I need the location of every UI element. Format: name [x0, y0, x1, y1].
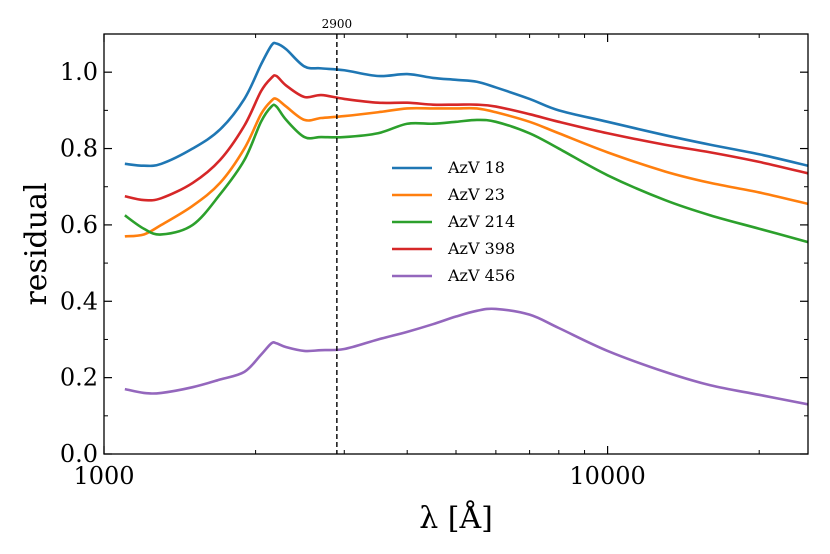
legend-label-azv-214: AzV 214 [447, 212, 515, 231]
y-tick-label: 0.4 [60, 287, 98, 315]
y-axis-label: residual [19, 182, 54, 305]
series-line-azv-214 [124, 103, 808, 244]
vline-label: 2900 [322, 17, 353, 31]
series-line-azv-23 [124, 97, 808, 238]
y-tick-label: 0.2 [60, 364, 98, 392]
x-axis-label: λ [Å] [419, 500, 493, 536]
y-tick-label: 0.0 [60, 440, 98, 468]
x-tick-label: 1000 [73, 462, 134, 490]
series-layer [124, 34, 808, 454]
y-tick-label: 1.0 [60, 58, 98, 86]
legend-label-azv-456: AzV 456 [447, 266, 515, 285]
series-line-azv-18 [124, 41, 808, 168]
y-tick-label: 0.8 [60, 135, 98, 163]
x-tick-label: 10000 [569, 462, 645, 490]
series-line-azv-398 [124, 74, 808, 202]
legend-label-azv-398: AzV 398 [447, 239, 515, 258]
ticks-layer: 0.0 0.2 0.4 0.6 0.8 1.0 1000 10000 [60, 33, 808, 490]
legend-label-azv-23: AzV 23 [447, 185, 505, 204]
legend-label-azv-18: AzV 18 [447, 158, 505, 177]
y-tick-label: 0.6 [60, 211, 98, 239]
legend: AzV 18 AzV 23 AzV 214 AzV 398 AzV 456 [392, 158, 515, 285]
series-line-azv-456 [124, 307, 808, 406]
